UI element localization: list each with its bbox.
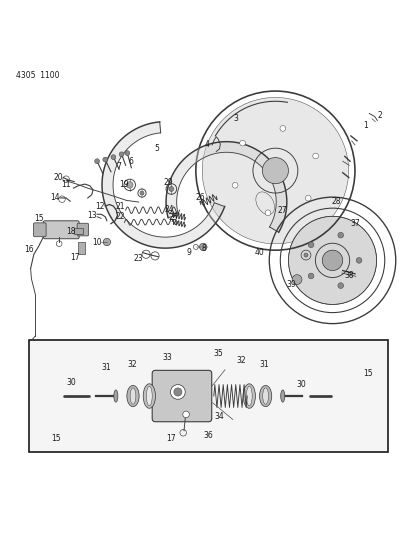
Text: 36: 36 bbox=[203, 431, 213, 440]
Circle shape bbox=[232, 182, 238, 188]
Text: 16: 16 bbox=[24, 245, 33, 254]
Ellipse shape bbox=[246, 386, 252, 406]
Text: 18: 18 bbox=[67, 227, 76, 236]
Bar bbox=[29, 340, 388, 452]
Circle shape bbox=[240, 140, 246, 146]
Text: 35: 35 bbox=[213, 349, 223, 358]
Circle shape bbox=[338, 282, 344, 288]
Text: 17: 17 bbox=[71, 253, 80, 262]
Text: 23: 23 bbox=[133, 254, 143, 263]
Ellipse shape bbox=[281, 390, 285, 402]
FancyBboxPatch shape bbox=[33, 223, 46, 237]
Circle shape bbox=[292, 274, 302, 285]
Text: 5: 5 bbox=[155, 144, 160, 152]
Circle shape bbox=[356, 257, 362, 263]
Text: 15: 15 bbox=[34, 214, 44, 223]
Ellipse shape bbox=[146, 386, 152, 406]
FancyBboxPatch shape bbox=[43, 221, 79, 239]
Text: 22: 22 bbox=[115, 212, 125, 221]
Ellipse shape bbox=[143, 384, 155, 408]
Text: 6: 6 bbox=[129, 157, 134, 166]
Circle shape bbox=[288, 216, 377, 304]
Text: 27: 27 bbox=[277, 206, 287, 215]
Text: 13: 13 bbox=[87, 212, 97, 221]
Text: 30: 30 bbox=[296, 381, 306, 389]
Circle shape bbox=[169, 187, 174, 191]
Text: 39: 39 bbox=[287, 280, 297, 289]
Text: 30: 30 bbox=[67, 378, 76, 387]
Circle shape bbox=[140, 191, 144, 195]
Circle shape bbox=[125, 151, 130, 156]
Text: 10: 10 bbox=[92, 238, 102, 247]
Text: 38: 38 bbox=[344, 271, 354, 280]
Text: 25: 25 bbox=[169, 213, 178, 222]
Text: 4: 4 bbox=[205, 140, 210, 149]
Circle shape bbox=[262, 158, 288, 184]
Circle shape bbox=[95, 159, 100, 164]
Text: 32: 32 bbox=[236, 356, 246, 365]
Text: 37: 37 bbox=[351, 219, 361, 228]
Text: 12: 12 bbox=[95, 201, 105, 211]
Text: 3: 3 bbox=[233, 114, 238, 123]
Circle shape bbox=[305, 195, 311, 201]
Circle shape bbox=[183, 411, 189, 418]
Text: 14: 14 bbox=[50, 193, 60, 203]
Text: 15: 15 bbox=[51, 434, 61, 443]
Circle shape bbox=[103, 157, 108, 162]
Text: 19: 19 bbox=[120, 180, 129, 189]
Text: 24: 24 bbox=[164, 205, 174, 214]
Circle shape bbox=[313, 153, 319, 159]
Text: 34: 34 bbox=[215, 411, 224, 421]
Text: 2: 2 bbox=[377, 111, 382, 120]
Text: 15: 15 bbox=[363, 369, 373, 378]
Text: 33: 33 bbox=[162, 353, 172, 362]
Circle shape bbox=[174, 388, 182, 396]
Text: 28: 28 bbox=[332, 197, 341, 206]
Ellipse shape bbox=[243, 384, 255, 408]
Bar bbox=[74, 228, 83, 234]
Polygon shape bbox=[102, 122, 225, 248]
Circle shape bbox=[202, 98, 348, 244]
Circle shape bbox=[126, 182, 133, 188]
Text: 31: 31 bbox=[259, 360, 269, 369]
Text: 17: 17 bbox=[166, 434, 176, 443]
Text: 26: 26 bbox=[196, 193, 206, 203]
Text: 4305  1100: 4305 1100 bbox=[16, 71, 60, 79]
Text: 8: 8 bbox=[202, 244, 206, 253]
Circle shape bbox=[308, 273, 314, 279]
Circle shape bbox=[119, 152, 124, 157]
Text: 9: 9 bbox=[186, 248, 191, 257]
Circle shape bbox=[111, 155, 116, 159]
Circle shape bbox=[308, 242, 314, 248]
Ellipse shape bbox=[130, 388, 136, 404]
Text: 29: 29 bbox=[163, 179, 173, 188]
Text: 32: 32 bbox=[128, 360, 137, 369]
Circle shape bbox=[103, 238, 111, 246]
Text: 20: 20 bbox=[53, 173, 63, 182]
Circle shape bbox=[280, 126, 286, 131]
Ellipse shape bbox=[259, 385, 272, 407]
Circle shape bbox=[171, 385, 185, 399]
Circle shape bbox=[200, 243, 207, 251]
Circle shape bbox=[304, 253, 308, 257]
Text: 21: 21 bbox=[115, 201, 125, 211]
Bar bbox=[78, 242, 85, 254]
Text: 31: 31 bbox=[101, 364, 111, 373]
Text: 1: 1 bbox=[363, 121, 368, 130]
FancyBboxPatch shape bbox=[77, 223, 89, 236]
Circle shape bbox=[322, 250, 343, 271]
Text: 11: 11 bbox=[61, 180, 71, 189]
Text: 40: 40 bbox=[254, 248, 264, 257]
FancyBboxPatch shape bbox=[152, 370, 212, 422]
Ellipse shape bbox=[263, 388, 268, 404]
Circle shape bbox=[338, 232, 344, 238]
Circle shape bbox=[265, 210, 271, 216]
Ellipse shape bbox=[127, 385, 139, 407]
Text: 7: 7 bbox=[117, 163, 122, 172]
Ellipse shape bbox=[114, 390, 118, 402]
Polygon shape bbox=[166, 142, 287, 232]
